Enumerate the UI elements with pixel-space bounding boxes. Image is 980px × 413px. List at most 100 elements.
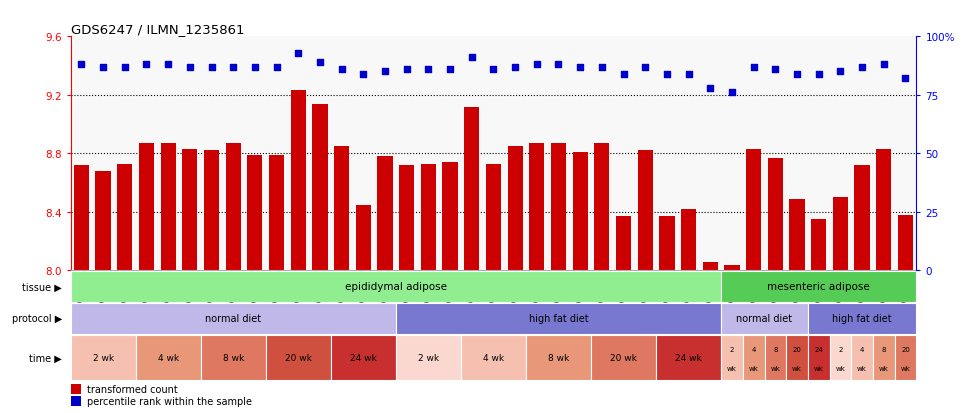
Point	[810, 71, 826, 78]
Point	[420, 66, 436, 73]
Bar	[95, 171, 111, 271]
Bar	[616, 217, 631, 271]
Bar	[746, 150, 761, 271]
Bar	[829, 335, 852, 380]
Point	[876, 62, 892, 69]
Point	[464, 55, 479, 62]
Bar	[594, 144, 610, 271]
Bar	[399, 166, 415, 271]
Text: mesenteric adipose: mesenteric adipose	[767, 282, 870, 292]
Text: wk: wk	[727, 365, 737, 371]
Point	[138, 62, 154, 69]
Point	[269, 64, 284, 71]
Bar	[201, 335, 266, 380]
Text: protocol ▶: protocol ▶	[12, 313, 62, 324]
Point	[681, 71, 697, 78]
Bar	[681, 209, 696, 271]
Bar	[852, 335, 873, 380]
Point	[508, 64, 523, 71]
Bar	[71, 384, 80, 394]
Bar	[71, 396, 80, 406]
Text: 2 wk: 2 wk	[417, 354, 439, 362]
Bar	[182, 150, 197, 271]
Bar	[808, 335, 829, 380]
Bar	[161, 144, 175, 271]
Bar	[71, 335, 135, 380]
Bar	[396, 303, 721, 334]
Bar	[269, 155, 284, 271]
Point	[724, 90, 740, 97]
Point	[117, 64, 132, 71]
Point	[703, 85, 718, 92]
Text: time ▶: time ▶	[29, 353, 62, 363]
Point	[377, 69, 393, 76]
Text: 20 wk: 20 wk	[285, 354, 312, 362]
Point	[486, 66, 502, 73]
Bar	[551, 144, 566, 271]
Point	[312, 59, 327, 66]
Bar	[572, 152, 588, 271]
Bar	[638, 151, 653, 271]
Text: 8: 8	[773, 347, 777, 352]
Text: tissue ▶: tissue ▶	[23, 282, 62, 292]
Point	[356, 71, 371, 78]
Bar	[465, 107, 479, 271]
Bar	[656, 335, 721, 380]
Bar	[442, 163, 458, 271]
Text: 2: 2	[730, 347, 734, 352]
Bar	[764, 335, 786, 380]
Bar	[855, 166, 869, 271]
Text: 2: 2	[838, 347, 843, 352]
Text: 20 wk: 20 wk	[611, 354, 637, 362]
Bar	[790, 199, 805, 271]
Bar	[876, 150, 892, 271]
Point	[855, 64, 870, 71]
Bar	[139, 144, 154, 271]
Point	[529, 62, 545, 69]
Bar	[396, 335, 461, 380]
Text: high fat diet: high fat diet	[832, 313, 892, 324]
Text: wk: wk	[858, 365, 867, 371]
Point	[789, 71, 805, 78]
Point	[182, 64, 198, 71]
Point	[551, 62, 566, 69]
Bar	[895, 335, 916, 380]
Text: 24 wk: 24 wk	[350, 354, 376, 362]
Bar	[703, 262, 718, 271]
Point	[615, 71, 631, 78]
Bar	[377, 157, 393, 271]
Bar	[420, 164, 436, 271]
Text: wk: wk	[879, 365, 889, 371]
Point	[204, 64, 220, 71]
Text: epididymal adipose: epididymal adipose	[345, 282, 447, 292]
Point	[660, 71, 675, 78]
Bar	[724, 265, 740, 271]
Point	[225, 64, 241, 71]
Bar	[767, 158, 783, 271]
Bar	[721, 303, 808, 334]
Text: 4 wk: 4 wk	[483, 354, 504, 362]
Text: 24 wk: 24 wk	[675, 354, 702, 362]
Text: 4: 4	[859, 347, 864, 352]
Bar	[508, 147, 522, 271]
Point	[833, 69, 849, 76]
Text: 2 wk: 2 wk	[92, 354, 114, 362]
Text: wk: wk	[792, 365, 802, 371]
Text: 4 wk: 4 wk	[158, 354, 178, 362]
Bar	[71, 271, 721, 302]
Bar	[356, 205, 370, 271]
Point	[572, 64, 588, 71]
Bar	[529, 144, 545, 271]
Bar	[204, 151, 220, 271]
Bar	[313, 104, 327, 271]
Bar	[526, 335, 591, 380]
Bar	[118, 164, 132, 271]
Bar	[660, 217, 674, 271]
Bar	[266, 335, 331, 380]
Text: normal diet: normal diet	[736, 313, 793, 324]
Point	[746, 64, 761, 71]
Bar	[743, 335, 764, 380]
Text: percentile rank within the sample: percentile rank within the sample	[87, 396, 253, 406]
Point	[399, 66, 415, 73]
Text: wk: wk	[749, 365, 759, 371]
